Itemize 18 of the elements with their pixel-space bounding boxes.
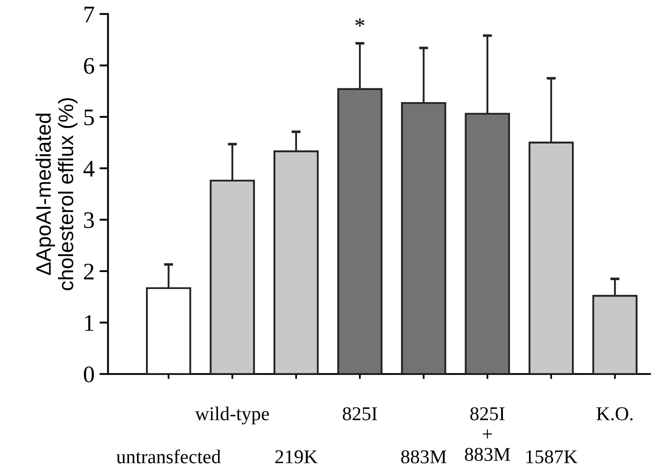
x-tick-label: 219K <box>275 450 318 464</box>
y-tick-label: 3 <box>84 212 94 228</box>
annotation: * <box>355 18 364 27</box>
y-tick-label: 4 <box>83 160 94 176</box>
y-tick-label: 1 <box>85 315 94 331</box>
x-tick-label: 883M <box>401 450 446 464</box>
x-tick-label: 825I <box>342 407 378 420</box>
y-tick-label: 0 <box>84 366 94 382</box>
x-tick-label: untransfected <box>116 449 221 464</box>
x-tick-label: 1587K <box>526 450 578 464</box>
y-tick-label: 6 <box>84 58 94 74</box>
x-tick-label: K.O. <box>596 407 633 420</box>
x-tick-label: wild-type <box>195 406 269 424</box>
y-axis-title: ΔApoAI-mediated cholesterol efflux (%) <box>36 98 78 290</box>
y-tick-label: 5 <box>84 110 94 126</box>
y-tick-label: 2 <box>84 264 94 280</box>
y-tick-label: 7 <box>84 6 94 22</box>
x-tick-label: 825I + 883M <box>464 407 510 461</box>
